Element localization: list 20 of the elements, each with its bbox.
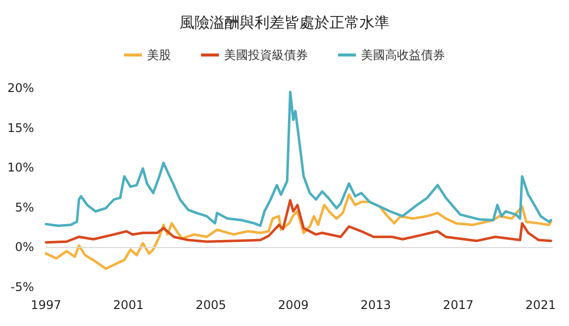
y-tick-label: -5% (10, 280, 34, 294)
x-tick-label: 2005 (196, 298, 226, 312)
x-tick-label: 2009 (278, 298, 309, 312)
x-tick-label: 2021 (525, 298, 556, 312)
line-series (44, 193, 552, 270)
x-tick-label: 2001 (113, 298, 144, 312)
y-tick-label: 5% (14, 200, 34, 214)
y-tick-label: 15% (7, 120, 34, 135)
legend-label: 美國投資級債券 (224, 48, 308, 62)
x-tick-label: 2017 (442, 298, 474, 312)
y-tick-label: 10% (7, 160, 34, 175)
y-tick-label: 20% (7, 81, 34, 95)
chart-title: 風險溢酬與利差皆處於正常水準 (180, 14, 390, 32)
legend-label: 美國高收益債券 (361, 48, 445, 62)
legend-label: 美股 (147, 48, 171, 62)
x-tick-label: 2013 (360, 298, 392, 312)
line-series (44, 198, 552, 244)
y-tick-label: 0% (14, 240, 34, 254)
x-tick-label: 1997 (30, 298, 62, 312)
line-series (44, 90, 552, 227)
